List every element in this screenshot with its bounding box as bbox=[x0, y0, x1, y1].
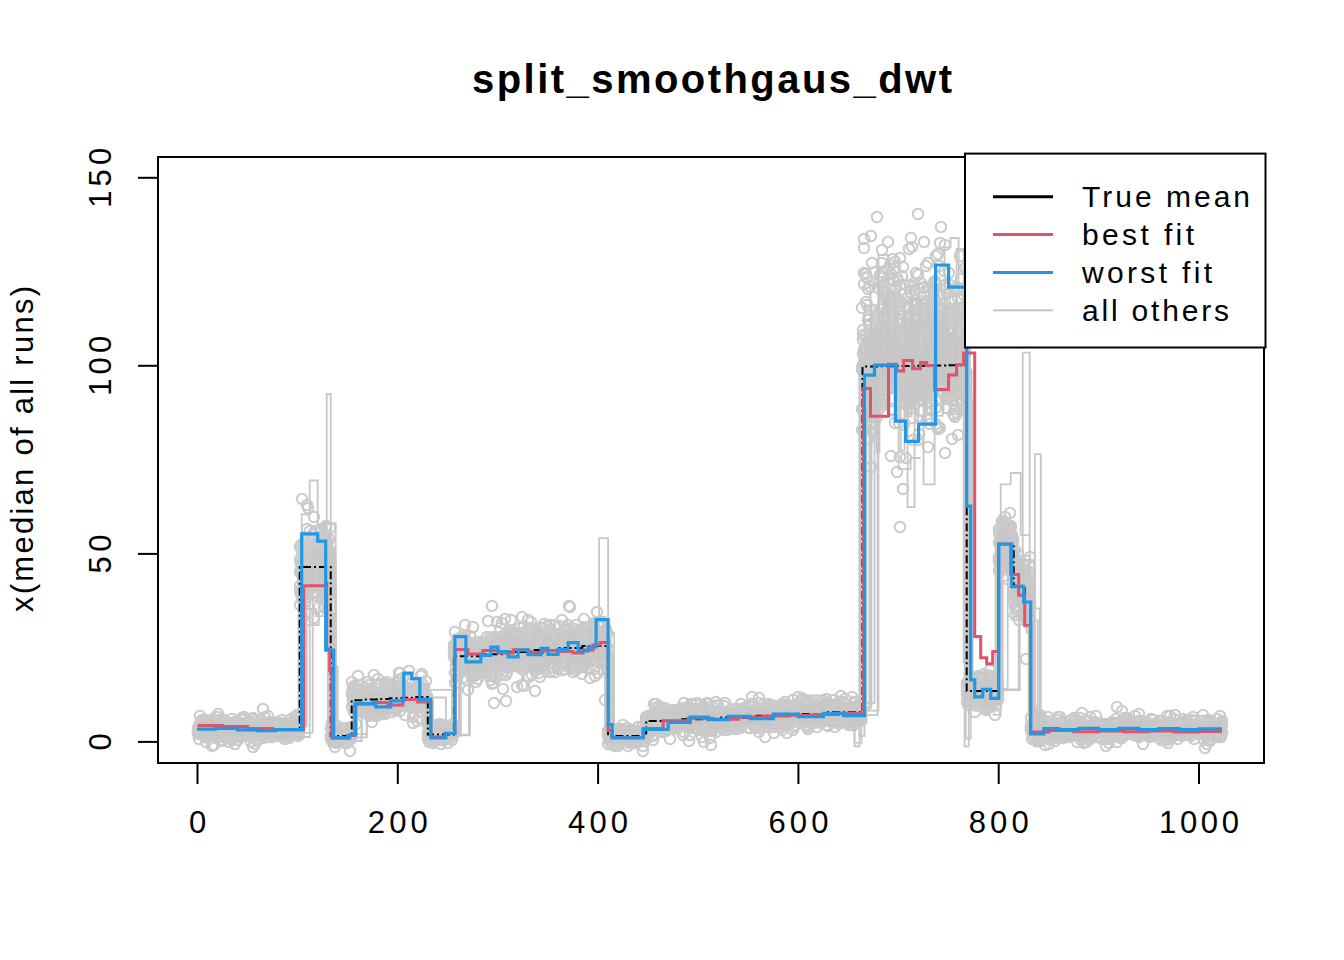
svg-text:0: 0 bbox=[189, 805, 206, 840]
svg-text:800: 800 bbox=[969, 805, 1029, 840]
svg-text:all others: all others bbox=[1082, 294, 1229, 327]
svg-text:0: 0 bbox=[83, 733, 118, 750]
svg-text:True mean: True mean bbox=[1082, 180, 1250, 213]
svg-text:100: 100 bbox=[83, 336, 118, 396]
svg-text:split_smoothgaus_dwt: split_smoothgaus_dwt bbox=[472, 57, 952, 101]
svg-text:150: 150 bbox=[83, 148, 118, 208]
svg-text:worst fit: worst fit bbox=[1081, 256, 1213, 289]
svg-text:600: 600 bbox=[768, 805, 828, 840]
svg-text:400: 400 bbox=[568, 805, 628, 840]
svg-text:200: 200 bbox=[368, 805, 428, 840]
